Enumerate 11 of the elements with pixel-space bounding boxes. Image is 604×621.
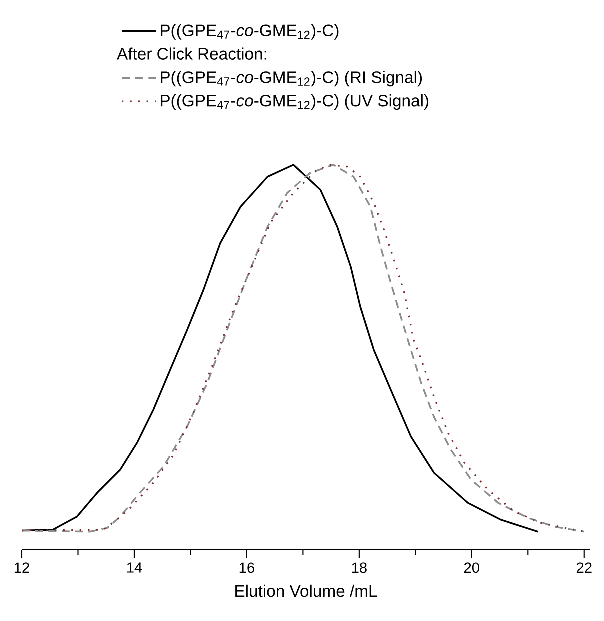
- legend-label: P((GPE$_{47}$-co-GME$_{12}$)-C) (UV Signal): [161, 94, 429, 110]
- x-tick-label: 18: [352, 562, 367, 574]
- x-tick-label: 14: [127, 562, 142, 573]
- legend-label: P((GPE$_{47}$-co-GME$_{12}$)-C) (RI Signal): [161, 71, 422, 87]
- x-tick-label: 16: [240, 562, 254, 574]
- x-tick-label: 22: [576, 562, 592, 573]
- x-tick-label: 12: [14, 562, 30, 573]
- x-tick-label: 20: [464, 562, 480, 574]
- legend-title: After Click Reaction:: [117, 48, 266, 60]
- x-axis-title: Elution Volume /mL: [236, 584, 378, 598]
- legend-label: P((GPE$_{47}$-co-GME$_{12}$)-C): [161, 24, 339, 40]
